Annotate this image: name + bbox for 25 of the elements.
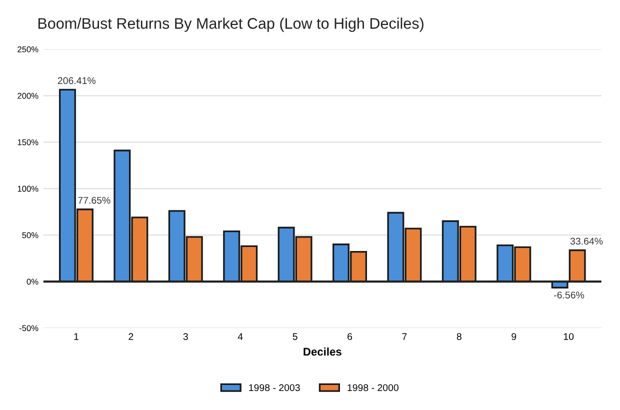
y-tick-label: 250% xyxy=(18,46,38,52)
data-label: 33.64% xyxy=(570,238,603,245)
x-tick-label: 2 xyxy=(128,333,134,340)
x-axis-title: Deciles xyxy=(304,347,342,356)
x-tick-label: 1 xyxy=(74,333,78,340)
y-tick-label: 50% xyxy=(22,232,38,238)
x-tick-label: 7 xyxy=(402,333,407,340)
x-tick-label: 9 xyxy=(512,333,516,340)
legend-label: 1998 - 2003 xyxy=(249,384,300,392)
x-tick-label: 3 xyxy=(183,333,188,340)
x-tick-label: 5 xyxy=(292,333,298,340)
y-tick-label: 150% xyxy=(18,139,38,146)
legend-label: 1998 - 2000 xyxy=(348,384,398,392)
x-tick-label: 6 xyxy=(348,333,352,340)
y-tick-label: 0% xyxy=(26,278,38,285)
x-tick-label: 10 xyxy=(564,333,574,340)
data-label: 77.65% xyxy=(78,196,110,204)
chart-title: Boom/Bust Returns By Market Cap (Low to High Deciles) xyxy=(38,18,424,32)
data-label: -6.56% xyxy=(554,292,584,298)
y-tick-label: 100% xyxy=(18,186,38,192)
x-tick-label: 8 xyxy=(456,333,462,340)
data-label: 206.41% xyxy=(58,77,96,84)
y-tick-label: -50% xyxy=(19,325,38,332)
x-tick-label: 4 xyxy=(238,333,243,340)
y-tick-label: 200% xyxy=(18,92,38,99)
